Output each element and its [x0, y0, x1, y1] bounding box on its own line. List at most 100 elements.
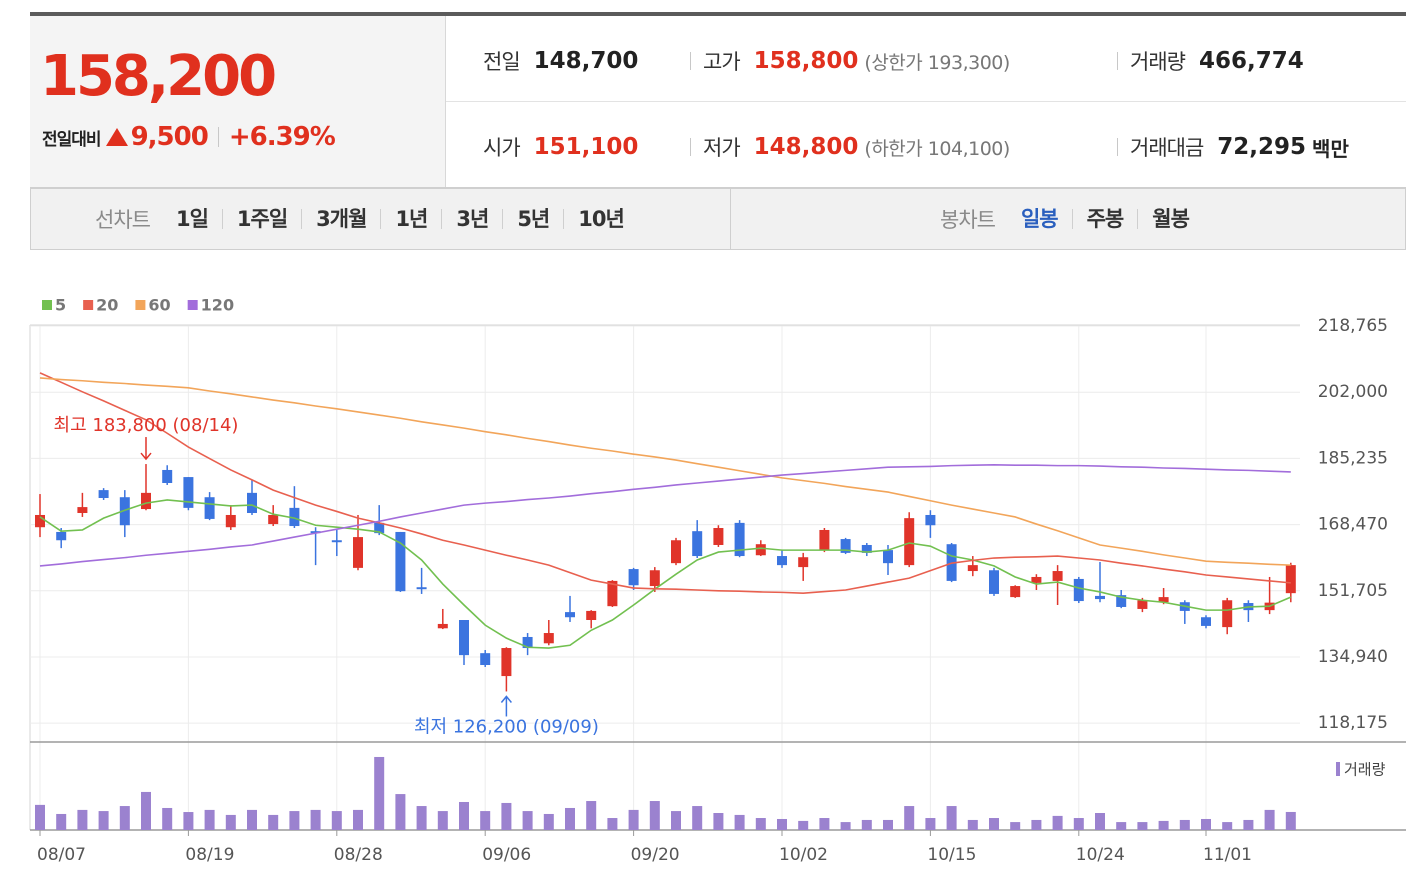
legend-label: 120 [201, 296, 234, 315]
volume-bar [628, 809, 639, 830]
stat-value: 158,800 [753, 48, 859, 74]
tab[interactable]: 10년 [563, 209, 638, 230]
candle-body [692, 531, 703, 557]
x-tick-label: 09/20 [631, 845, 680, 865]
candle-body [310, 531, 321, 534]
stat-unit: 백만 [1312, 136, 1349, 161]
volume-bar [35, 804, 45, 830]
stat: 고가 158,800 (상한가 193,300) [703, 46, 1010, 76]
legend-swatch [135, 300, 146, 310]
volume-bar [543, 813, 554, 830]
volume-bar [946, 806, 957, 830]
tab[interactable]: 5년 [502, 209, 563, 230]
volume-bar [565, 807, 575, 830]
candle-body [331, 540, 342, 543]
candle-body [798, 557, 809, 568]
y-tick-label: 185,235 [1318, 448, 1388, 468]
candle-body [565, 612, 575, 618]
tab[interactable]: 주봉 [1071, 209, 1138, 230]
separator [690, 138, 691, 156]
volume-bar [1243, 819, 1254, 830]
candle-body [543, 633, 554, 644]
volume-bar [861, 819, 872, 830]
change-label: 전일대비 [42, 129, 102, 150]
volume-bar [268, 814, 279, 830]
candle-body [183, 477, 194, 508]
volume-bar [119, 806, 130, 830]
candle-body [35, 514, 45, 528]
x-tick-label: 10/02 [779, 845, 828, 865]
candle-body [925, 514, 936, 526]
volume-bar [395, 794, 406, 830]
tab[interactable]: 1주일 [221, 209, 301, 230]
candle-body [395, 531, 406, 592]
stat-note: (상한가 193,300) [864, 51, 1010, 74]
volume-bar [480, 811, 491, 830]
volume-bar [56, 813, 67, 830]
y-tick-label: 202,000 [1318, 382, 1388, 402]
volume-bar [1137, 822, 1148, 830]
candle-body [268, 514, 279, 525]
tab[interactable]: 월봉 [1137, 209, 1203, 230]
candle-body [459, 620, 469, 656]
candle-body [204, 497, 215, 519]
candle-body [713, 528, 724, 545]
tab[interactable]: 1일 [175, 207, 209, 231]
annotation-arrowhead [140, 452, 152, 461]
tab[interactable]: 1년 [380, 209, 441, 230]
candle-body [1010, 586, 1021, 598]
ma-line [39, 372, 1291, 594]
tab-group: 선차트 1일 1주일 3개월 1년 3년 5년 10년 [95, 188, 638, 250]
x-tick-label: 08/19 [185, 845, 234, 865]
volume-bar [1264, 809, 1275, 830]
stat-value: 72,295 [1217, 134, 1307, 160]
x-tick-label: 08/28 [334, 845, 383, 865]
separator [217, 127, 219, 147]
volume-bar [692, 806, 703, 830]
volume-bar [331, 811, 342, 830]
y-tick-label: 134,940 [1318, 647, 1388, 667]
legend-swatch [1336, 762, 1340, 776]
candle-body [607, 580, 618, 607]
header-border [30, 187, 1406, 188]
tab[interactable]: 일봉 [1020, 207, 1059, 231]
tab-group: 봉차트 일봉 주봉 월봉 [940, 188, 1203, 250]
tab[interactable]: 3년 [441, 209, 502, 230]
volume-bar [755, 818, 766, 830]
candle-body [353, 537, 363, 568]
volume-bar [310, 809, 321, 830]
x-tick-label: 10/24 [1076, 845, 1125, 865]
change: 9,500 [130, 122, 209, 152]
x-tick-label: 11/01 [1203, 845, 1252, 865]
candle-body [225, 514, 236, 528]
separator [690, 52, 691, 70]
volume-bar [883, 819, 893, 830]
candle-body [628, 569, 639, 586]
candle-body [861, 544, 872, 553]
volume-bar [904, 806, 915, 830]
top-bar [30, 12, 1406, 16]
annotation: 최고 183,800 (08/14) [54, 415, 239, 436]
candle-body [1031, 576, 1042, 583]
volume-bar [713, 813, 724, 830]
candle-body [522, 636, 533, 649]
tab[interactable]: 3개월 [301, 209, 380, 230]
candle-body [77, 507, 88, 514]
candle-body [904, 518, 915, 566]
x-tick-label: 08/07 [37, 845, 86, 865]
volume-bar [1116, 822, 1127, 830]
volume-bar [1052, 815, 1063, 830]
candle-body [1095, 595, 1105, 600]
stat: 거래대금 72,295 백만 [1130, 132, 1349, 162]
stat-value: 151,100 [533, 134, 639, 160]
volume-bar [607, 818, 618, 830]
candle-body [162, 469, 173, 483]
volume-bar [437, 811, 448, 830]
candle-body [416, 587, 427, 590]
row-divider [446, 101, 1406, 102]
tab-group-label: 봉차트 [940, 208, 996, 232]
volume-bar [204, 809, 215, 830]
candle-body [1201, 617, 1211, 626]
